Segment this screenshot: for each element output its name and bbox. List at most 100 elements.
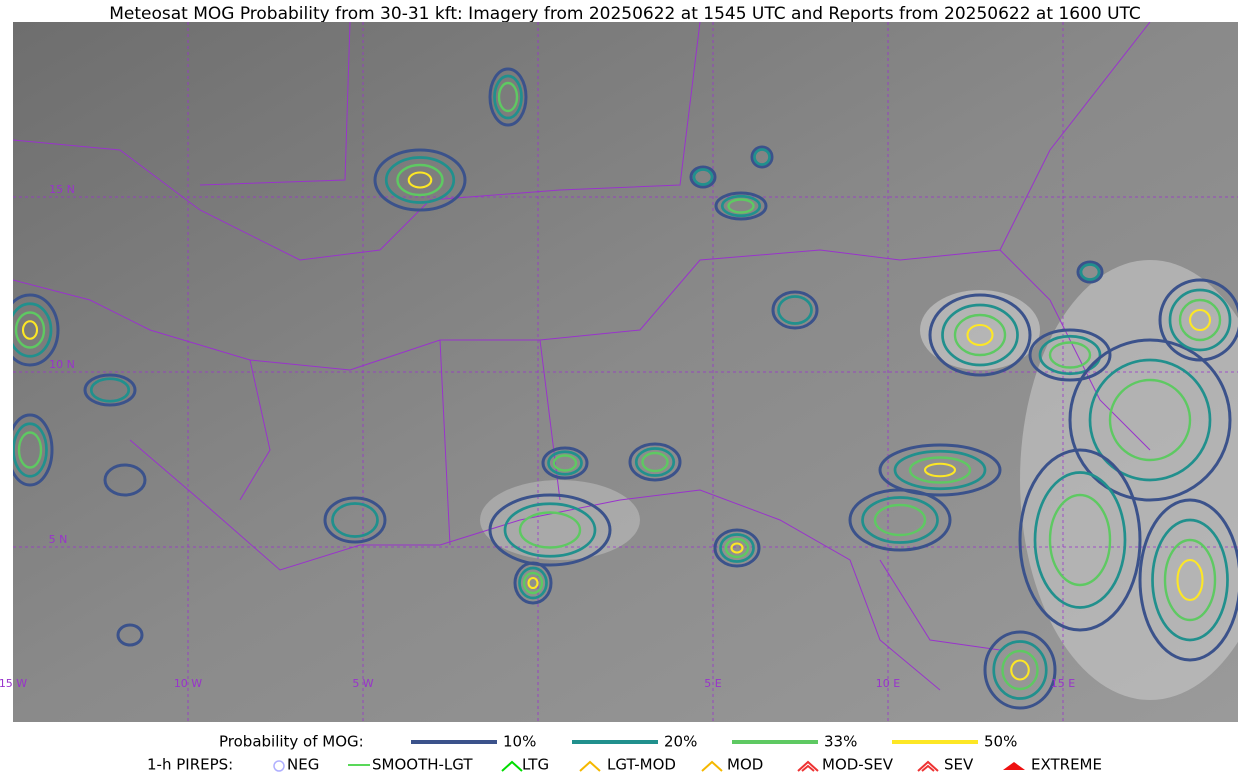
legend: Probability of MOG: 10% 20% 33% 50% 1-h PIREP…: [147, 733, 1102, 774]
contour: [730, 542, 744, 554]
pirep-label: EXTREME: [1031, 756, 1102, 774]
lat-label: 5 N: [49, 533, 68, 546]
contour: [541, 446, 589, 480]
contour: [713, 528, 761, 568]
lon-label: 10 E: [876, 677, 900, 690]
contour: [1178, 298, 1222, 342]
contour: [941, 303, 1019, 367]
contour: [641, 451, 669, 473]
contour: [1158, 278, 1238, 362]
contour: [547, 450, 583, 476]
contour: [518, 566, 548, 600]
cloud: [920, 290, 1040, 370]
contour: [848, 488, 952, 552]
contour: [522, 571, 544, 595]
contour: [983, 630, 1057, 710]
contour: [861, 496, 939, 544]
lon-label: 5 W: [352, 677, 373, 690]
contour: [493, 74, 523, 120]
legend-title: Probability of MOG:: [219, 733, 364, 751]
contour: [1048, 341, 1092, 369]
contour: [21, 320, 39, 340]
graticule: [13, 22, 1238, 722]
title: Meteosat MOG Probability from 30-31 kft:…: [109, 4, 1141, 24]
contour: [1048, 493, 1112, 587]
contour: [488, 493, 612, 567]
contour: [966, 323, 994, 347]
contour: [83, 373, 137, 407]
contour: [908, 456, 972, 484]
contour: [692, 168, 714, 186]
pirep-label: NEG: [287, 756, 319, 774]
contour: [497, 81, 519, 113]
contour: [1108, 378, 1192, 462]
contour: [1088, 358, 1212, 482]
contour: [1001, 649, 1039, 691]
contour: [1188, 308, 1212, 332]
pirep-icon: [701, 760, 723, 772]
contour: [893, 449, 987, 491]
contour: [777, 295, 813, 325]
lat-label: 10 N: [49, 358, 75, 371]
contour: [1010, 659, 1030, 681]
contour: [1018, 448, 1142, 632]
contour: [323, 496, 387, 544]
contour: [384, 156, 456, 204]
contour: [753, 148, 771, 166]
contour: [923, 462, 957, 478]
pirep-icon: [273, 760, 285, 772]
contour: [750, 145, 774, 169]
contour: [1076, 260, 1104, 284]
lon-label: 15 W: [0, 677, 27, 690]
contour: [518, 511, 582, 549]
contour: [873, 503, 927, 537]
contour: [1176, 558, 1204, 602]
lat-label: 15 N: [49, 183, 75, 196]
legend-label: 20%: [664, 733, 697, 751]
contour: [1138, 498, 1238, 662]
pirep-label: MOD: [727, 756, 763, 774]
contour: [992, 640, 1048, 700]
pirep-label: SMOOTH-LGT: [372, 756, 473, 774]
contour: [103, 463, 147, 497]
pirep-label: SEV: [944, 756, 974, 774]
lon-label: 15 E: [1051, 677, 1075, 690]
contour: [878, 443, 1002, 497]
contour: [727, 198, 755, 214]
legend-label: 33%: [824, 733, 857, 751]
contour: [771, 290, 819, 330]
borders: [13, 22, 1151, 691]
contour: [953, 313, 1007, 357]
legend-label: 10%: [503, 733, 536, 751]
contour: [714, 191, 768, 221]
contour: [689, 165, 717, 189]
contour: [13, 293, 60, 367]
legend-title: 1-h PIREPS:: [147, 756, 233, 774]
cloud: [480, 480, 640, 560]
contour: [634, 447, 676, 477]
contour: [13, 422, 48, 478]
contour: [503, 502, 597, 558]
contour: [13, 413, 54, 487]
contour: [1028, 328, 1112, 382]
pirep-icon: [579, 760, 601, 772]
pirep-label: LTG: [522, 756, 549, 774]
lon-label: 10 W: [174, 677, 202, 690]
contour: [17, 431, 43, 469]
contour: [373, 148, 467, 212]
grid-labels: 15 N 10 N 5 N 15 W 10 W 5 W 5 E 10 E 15 E: [0, 183, 1075, 690]
contour: [89, 377, 131, 403]
contour: [1038, 334, 1102, 376]
contour: [331, 502, 379, 538]
contour: [719, 533, 755, 563]
contours: [13, 67, 1238, 710]
pirep-label: MOD-SEV: [822, 756, 894, 774]
pirep-icon: [917, 760, 939, 772]
contour: [14, 311, 46, 349]
contour: [116, 623, 144, 647]
contour: [628, 442, 682, 482]
contour: [720, 194, 762, 218]
contour: [1033, 471, 1127, 609]
lon-label: 5 E: [704, 677, 721, 690]
pirep-label: LGT-MOD: [607, 756, 676, 774]
